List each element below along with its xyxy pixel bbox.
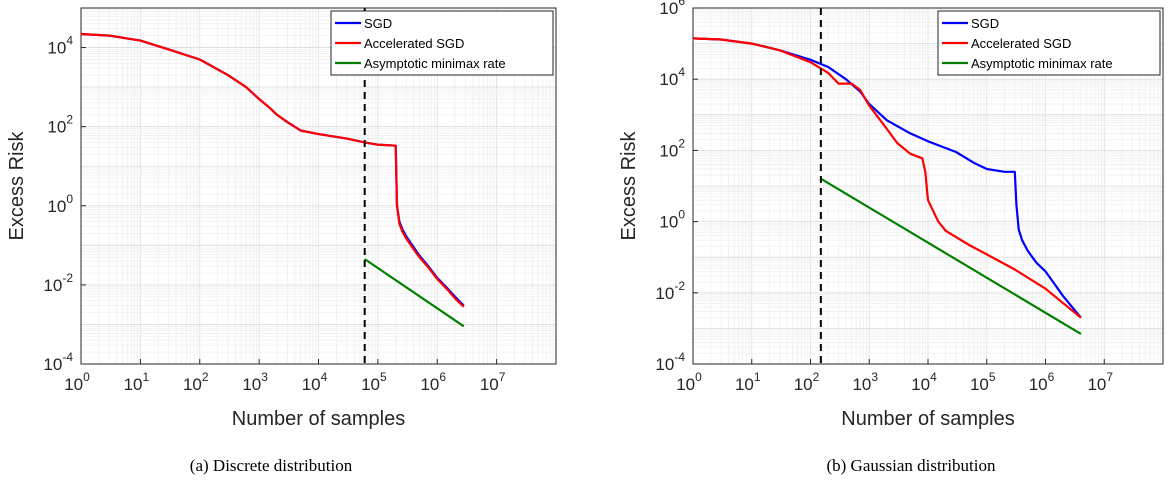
x-axis-label: Number of samples	[232, 408, 405, 430]
legend: SGD Accelerated SGD Asymptotic minimax rat…	[330, 10, 554, 76]
series-line-0	[693, 37, 1082, 319]
x-tick-label: 101	[124, 370, 150, 394]
y-tick-label: 10-2	[655, 279, 685, 303]
series-line-2	[364, 258, 465, 328]
series-line-2	[820, 177, 1082, 335]
x-tick-label: 102	[183, 370, 209, 394]
y-tick-label: 104	[47, 34, 73, 58]
x-tick-label: 105	[361, 370, 387, 394]
y-axis-label: Excess Risk	[6, 131, 28, 241]
legend: SGD Accelerated SGD Asymptotic minimax rat…	[937, 10, 1161, 76]
series-group	[693, 37, 1082, 335]
legend-box	[937, 10, 1161, 76]
y-tick-label: 10-4	[43, 350, 73, 374]
legend-label-2: Asymptotic minimax rate	[971, 56, 1113, 71]
legend-label-0: SGD	[364, 16, 392, 31]
x-tick-label: 107	[480, 370, 506, 394]
legend-label-1: Accelerated SGD	[364, 36, 464, 51]
y-tick-label: 10-4	[655, 350, 685, 374]
plot-gaussian: 100 101 102 103 104 105 106 107 10-4 10-2 100 102 10…	[618, 0, 1164, 430]
x-tick-label: 103	[242, 370, 268, 394]
y-axis-label: Excess Risk	[618, 131, 640, 241]
y-tick-label: 10-2	[43, 271, 73, 295]
plot-discrete: 100 101 102 103 104 105 106 107 10-4 10-2 100 102 10…	[6, 7, 557, 430]
legend-label-2: Asymptotic minimax rate	[364, 56, 506, 71]
legend-label-1: Accelerated SGD	[971, 36, 1071, 51]
x-tick-label: 106	[420, 370, 446, 394]
caption-gaussian: (b) Gaussian distribution	[826, 456, 996, 475]
legend-box	[330, 10, 554, 76]
y-tick-label: 104	[659, 65, 685, 89]
y-tick-label: 100	[659, 208, 685, 232]
x-tick-label: 104	[911, 370, 937, 394]
x-tick-label: 100	[64, 370, 90, 394]
y-tick-label: 100	[47, 192, 73, 216]
x-tick-label: 103	[852, 370, 878, 394]
legend-label-0: SGD	[971, 16, 999, 31]
y-tick-label: 102	[659, 136, 685, 160]
series-line-1	[693, 37, 1082, 319]
x-tick-label: 106	[1029, 370, 1055, 394]
x-axis-label: Number of samples	[841, 408, 1014, 430]
x-tick-label: 102	[794, 370, 820, 394]
x-tick-label: 100	[676, 370, 702, 394]
x-tick-label: 105	[970, 370, 996, 394]
x-tick-label: 107	[1087, 370, 1113, 394]
caption-discrete: (a) Discrete distribution	[190, 456, 353, 475]
y-tick-label: 106	[659, 0, 685, 18]
x-tick-label: 104	[302, 370, 328, 394]
y-tick-label: 102	[47, 113, 73, 137]
x-tick-label: 101	[735, 370, 761, 394]
